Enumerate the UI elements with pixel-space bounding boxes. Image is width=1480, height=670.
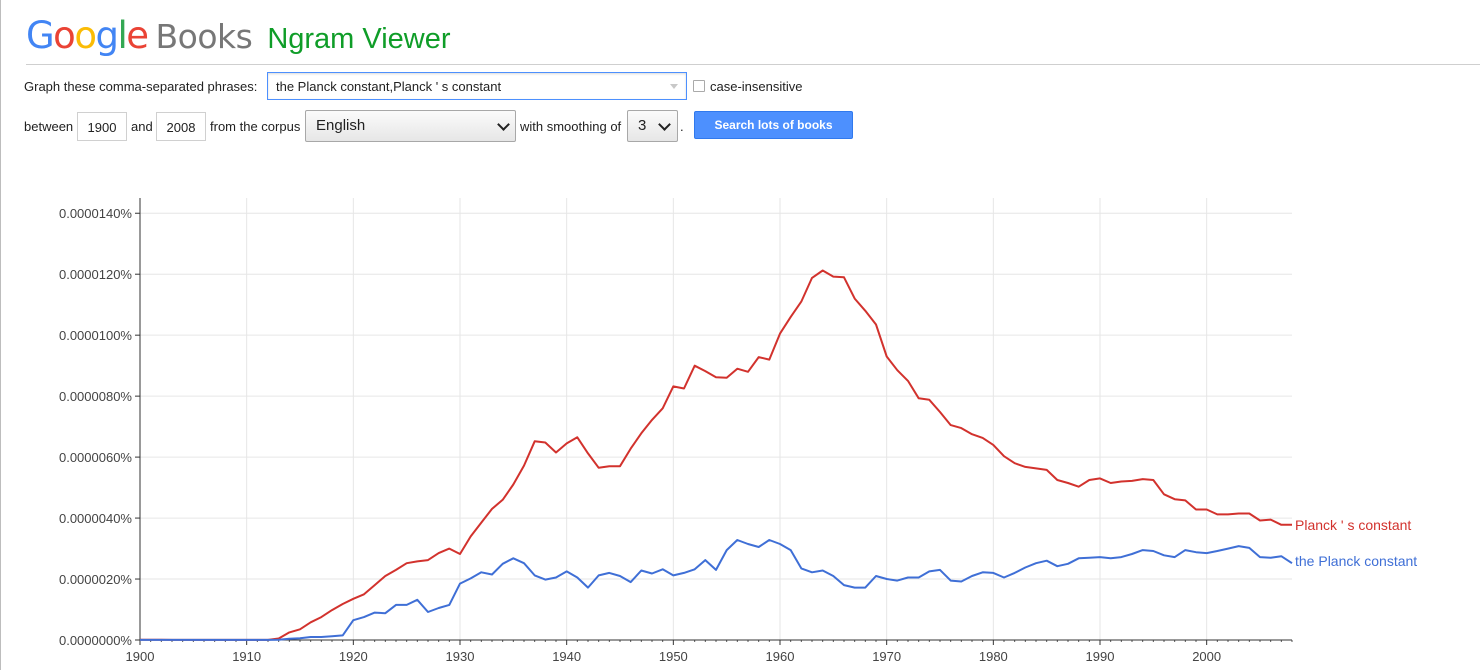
phrases-dropdown-icon[interactable] (670, 84, 678, 89)
x-tick-label: 1900 (126, 649, 155, 664)
logo-letter: G (26, 14, 55, 57)
search-button[interactable]: Search lots of books (694, 111, 853, 139)
start-year-input[interactable]: 1900 (77, 112, 127, 141)
y-tick-label: 0.0000000% (59, 633, 132, 648)
x-tick-label: 2000 (1192, 649, 1221, 664)
logo-letter: l (117, 14, 127, 57)
header-divider (26, 64, 1480, 65)
y-tick-label: 0.0000020% (59, 572, 132, 587)
series-line (140, 269, 1292, 641)
period-label: . (680, 119, 684, 134)
google-wordmark: Google (26, 14, 149, 57)
phrases-input[interactable]: the Planck constant,Planck ' s constant (267, 72, 687, 100)
x-tick-label: 1980 (979, 649, 1008, 664)
x-tick-label: 1940 (552, 649, 581, 664)
y-tick-label: 0.0000080% (59, 389, 132, 404)
x-tick-label: 1910 (232, 649, 261, 664)
logo-letter: o (53, 14, 76, 57)
corpus-select[interactable]: English (305, 110, 516, 142)
x-tick-label: 1960 (766, 649, 795, 664)
x-tick-label: 1990 (1086, 649, 1115, 664)
end-year-input[interactable]: 2008 (156, 112, 206, 141)
smoothing-label: with smoothing of (520, 119, 622, 134)
smoothing-select[interactable]: 3 (627, 110, 678, 142)
google-books-logo[interactable]: Google Books Ngram Viewer (26, 14, 451, 60)
left-border (0, 0, 1, 670)
and-label: and (131, 119, 153, 134)
case-insensitive-label[interactable]: case-insensitive (710, 79, 803, 94)
x-tick-label: 1930 (446, 649, 475, 664)
case-insensitive-checkbox[interactable] (693, 80, 705, 92)
x-tick-label: 1950 (659, 649, 688, 664)
between-label: between (24, 119, 74, 134)
y-tick-label: 0.0000060% (59, 450, 132, 465)
x-tick-label: 1970 (872, 649, 901, 664)
series-label: the Planck constant (1295, 553, 1417, 569)
series-line (140, 539, 1293, 641)
x-tick-label: 1920 (339, 649, 368, 664)
series-label: Planck ' s constant (1295, 517, 1411, 533)
phrases-label: Graph these comma-separated phrases: (24, 79, 258, 94)
logo-letter: o (74, 14, 97, 57)
page-title: Ngram Viewer (267, 23, 451, 55)
books-wordmark: Books (155, 17, 253, 56)
logo-letter: g (95, 14, 119, 57)
y-tick-label: 0.0000100% (59, 328, 132, 343)
logo-letter: e (126, 14, 149, 57)
y-tick-label: 0.0000140% (59, 206, 132, 221)
smoothing-select-value: 3 (638, 117, 647, 134)
corpus-label: from the corpus (210, 119, 301, 134)
corpus-select-value: English (316, 117, 366, 134)
y-tick-label: 0.0000120% (59, 267, 132, 282)
y-tick-label: 0.0000040% (59, 511, 132, 526)
